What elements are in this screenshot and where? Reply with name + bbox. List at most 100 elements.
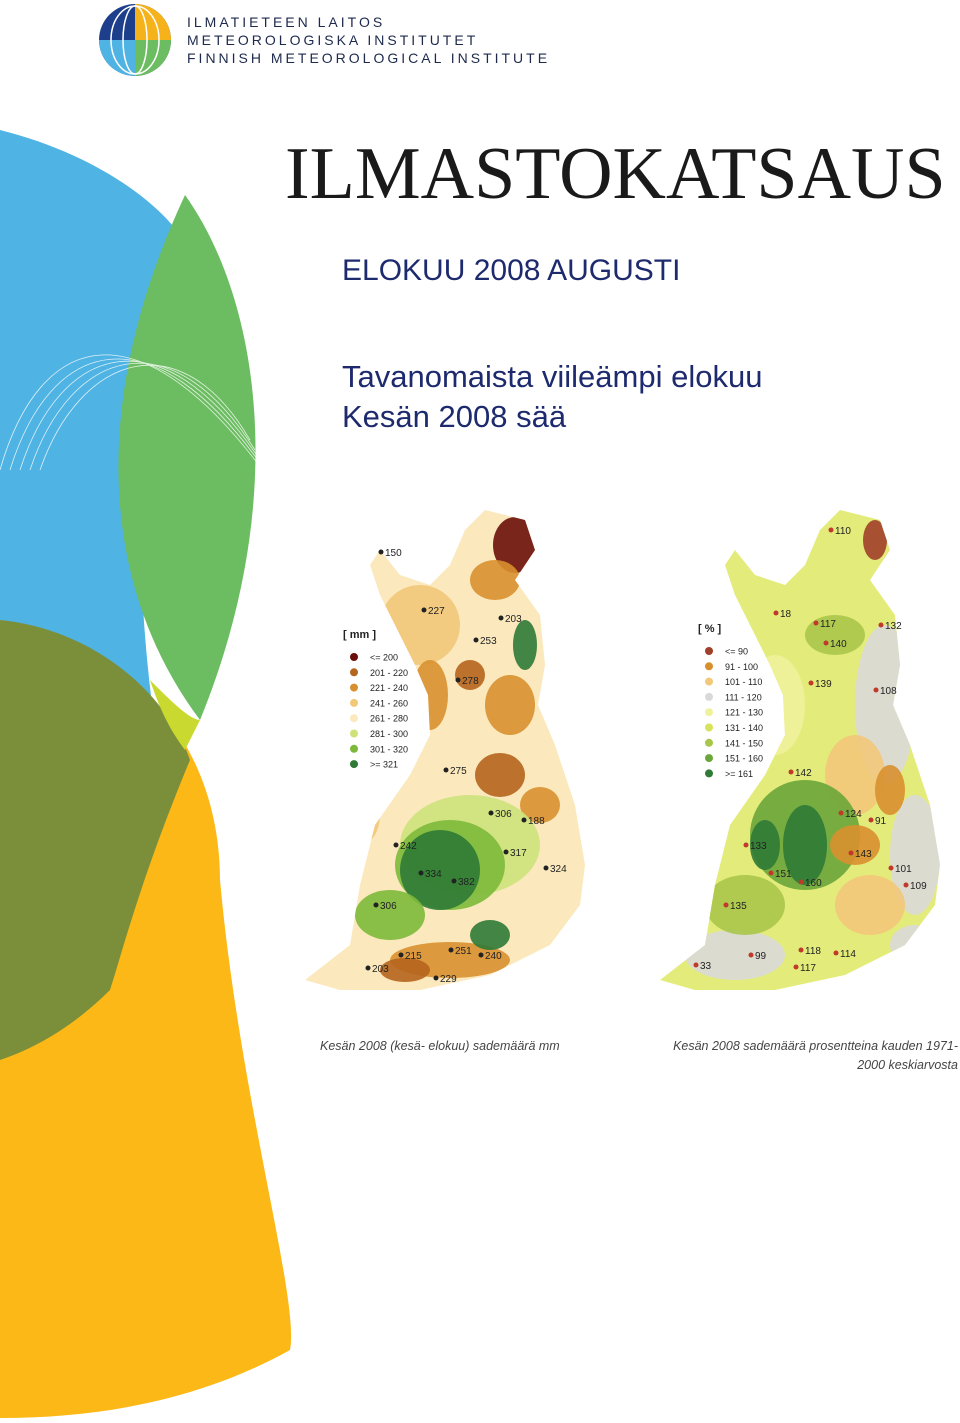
station-dot	[878, 622, 884, 628]
station-dot	[873, 687, 879, 693]
map-caption: Kesän 2008 (kesä- elokuu) sademäärä mm	[320, 1039, 560, 1053]
logo	[99, 4, 171, 76]
map-region	[520, 787, 560, 823]
station-dot	[451, 878, 457, 884]
station-dot	[498, 615, 504, 621]
legend-label: 101 - 110	[725, 677, 762, 687]
legend-label: 141 - 150	[725, 738, 763, 748]
legend-label: 221 - 240	[370, 683, 408, 693]
map-region	[485, 675, 535, 735]
legend-label: 91 - 100	[725, 662, 758, 672]
map-region	[513, 620, 537, 670]
station-label: 18	[780, 609, 792, 620]
station-label: 117	[820, 619, 836, 630]
legend-swatch	[705, 754, 713, 763]
title: ILMASTOKATSAUS	[285, 133, 946, 215]
map-area	[660, 510, 940, 990]
legend-swatch	[350, 698, 358, 707]
station-dot	[448, 947, 454, 953]
legend-label: >= 161	[725, 769, 753, 779]
map-caption: Kesän 2008 sademäärä prosentteina kauden…	[673, 1039, 958, 1053]
station-dot	[421, 607, 427, 613]
map-region	[805, 615, 865, 655]
station-label: 227	[428, 606, 445, 617]
map-region	[685, 930, 785, 980]
station-dot	[478, 952, 484, 958]
station-dot	[828, 527, 834, 533]
station-dot	[418, 870, 424, 876]
station-label: 33	[700, 961, 712, 972]
station-dot	[798, 947, 804, 953]
background-shapes	[0, 130, 292, 1418]
map-region	[783, 805, 827, 885]
legend-label: 131 - 140	[725, 723, 763, 733]
station-dot	[823, 640, 829, 646]
maps: 150 227 203 253 278 275 306 188 242 317 334 382 324 3…	[305, 510, 958, 1072]
station-dot	[813, 620, 819, 626]
station-label: 135	[730, 901, 747, 912]
station-label: 109	[910, 881, 927, 892]
station-label: 133	[750, 841, 767, 852]
station-dot	[433, 975, 439, 981]
legend-swatch	[705, 647, 713, 655]
station-label: 114	[840, 949, 856, 960]
station-label: 242	[400, 841, 417, 852]
legend-label: 261 - 280	[370, 714, 408, 724]
map-region	[863, 520, 887, 560]
station-label: 160	[805, 878, 822, 889]
map-region	[475, 753, 525, 797]
station-label: 229	[440, 974, 457, 985]
legend-swatch	[705, 692, 713, 701]
map-region	[493, 517, 537, 573]
station-label: 215	[405, 951, 422, 962]
legend-label: <= 90	[725, 647, 748, 657]
legend-label: <= 200	[370, 653, 398, 663]
legend-swatch	[350, 668, 358, 677]
station-dot	[443, 767, 449, 773]
station-label: 188	[528, 816, 545, 827]
station-label: 143	[855, 849, 872, 860]
station-dot	[393, 842, 399, 848]
station-dot	[808, 680, 814, 686]
station-label: 324	[550, 864, 567, 875]
station-dot	[693, 962, 699, 968]
org-line: FINNISH METEOROLOGICAL INSTITUTE	[187, 50, 550, 66]
station-label: 117	[800, 963, 816, 974]
station-dot	[888, 865, 894, 871]
legend-title: [ mm ]	[343, 629, 376, 641]
station-dot	[773, 610, 779, 616]
station-label: 99	[755, 951, 767, 962]
station-dot	[748, 952, 754, 958]
map-region	[830, 825, 880, 865]
subtitle: ELOKUU 2008 AUGUSTI	[342, 254, 680, 287]
station-dot	[793, 964, 799, 970]
map-region	[705, 875, 785, 935]
legend-swatch	[705, 769, 713, 778]
station-label: 240	[485, 951, 502, 962]
station-label: 382	[458, 877, 475, 888]
station-label: 317	[510, 848, 527, 859]
station-label: 253	[480, 636, 497, 647]
legend-swatch	[705, 662, 713, 671]
station-label: 150	[385, 548, 402, 559]
station-dot	[365, 965, 371, 971]
station-label: 110	[835, 526, 851, 537]
station-label: 251	[455, 946, 472, 957]
station-label: 334	[425, 869, 442, 880]
legend-swatch	[350, 744, 358, 753]
station-label: 101	[895, 864, 912, 875]
station-label: 306	[495, 809, 512, 820]
legend-label: >= 321	[370, 760, 398, 770]
legend-swatch	[350, 653, 358, 661]
station-label: 203	[505, 614, 522, 625]
map-fill	[305, 510, 585, 990]
station-dot	[543, 865, 549, 871]
station-label: 278	[462, 676, 479, 687]
station-label: 139	[815, 679, 832, 690]
map-region	[470, 560, 520, 600]
org-line: ILMATIETEEN LAITOS	[187, 14, 385, 30]
map-region	[750, 820, 780, 870]
map-region	[890, 925, 940, 965]
station-dot	[838, 810, 844, 816]
